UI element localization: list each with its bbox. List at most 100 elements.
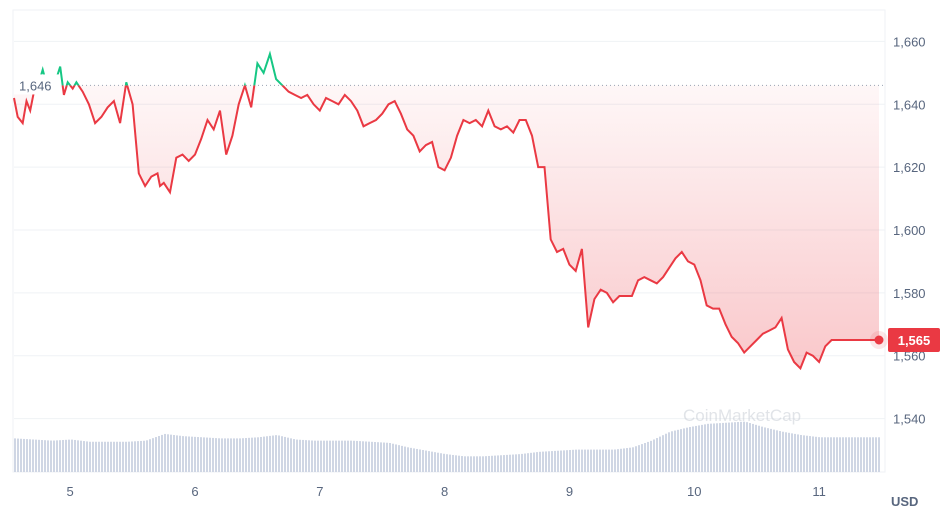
volume-bar — [320, 440, 322, 472]
volume-bar — [350, 440, 352, 472]
volume-bar — [170, 434, 172, 472]
volume-bar — [254, 437, 256, 472]
volume-bar — [758, 425, 760, 472]
volume-bar — [728, 422, 730, 472]
volume-bar — [671, 431, 673, 472]
volume-bar — [179, 435, 181, 472]
volume-bar — [161, 434, 163, 472]
watermark: CoinMarketCap — [683, 406, 801, 425]
volume-bar — [239, 438, 241, 472]
volume-bar — [308, 440, 310, 472]
volume-bar — [41, 440, 43, 472]
volume-bar — [824, 437, 826, 472]
volume-bar — [878, 437, 880, 472]
volume-bar — [578, 449, 580, 472]
volume-bar — [482, 456, 484, 472]
volume-bar — [602, 449, 604, 472]
volume-bar — [149, 439, 151, 472]
volume-bar — [845, 437, 847, 472]
volume-bar — [650, 440, 652, 472]
volume-bar — [35, 439, 37, 472]
volume-bar — [89, 441, 91, 472]
volume-bar — [128, 441, 130, 472]
volume-bar — [365, 441, 367, 472]
volume-bar — [470, 456, 472, 472]
volume-bar — [341, 440, 343, 472]
volume-bar — [560, 450, 562, 472]
volume-bar — [95, 441, 97, 472]
volume-bar — [851, 437, 853, 472]
volume-bar — [491, 455, 493, 472]
x-tick-label: 5 — [67, 484, 74, 499]
volume-bar — [833, 437, 835, 472]
volume-bar — [101, 441, 103, 472]
volume-bar — [704, 424, 706, 472]
volume-bar — [335, 440, 337, 472]
volume-bar — [83, 441, 85, 472]
volume-bar — [827, 437, 829, 472]
volume-bar — [245, 438, 247, 472]
volume-bar — [362, 441, 364, 472]
volume-bar — [761, 426, 763, 472]
volume-bar — [500, 455, 502, 472]
volume-bar — [821, 437, 823, 472]
volume-bar — [653, 439, 655, 472]
volume-bar — [503, 455, 505, 472]
y-tick-label: 1,640 — [893, 97, 926, 112]
volume-bar — [260, 436, 262, 472]
volume-bar — [278, 435, 280, 472]
volume-bar — [782, 431, 784, 472]
volume-bar — [692, 426, 694, 472]
volume-bar — [263, 436, 265, 472]
volume-bar — [812, 436, 814, 472]
volume-bar — [701, 424, 703, 472]
volume-bar — [92, 441, 94, 472]
volume-bar — [548, 451, 550, 472]
volume-bar — [572, 449, 574, 472]
volume-bar — [800, 434, 802, 472]
volume-bar — [656, 438, 658, 472]
volume-bar — [674, 430, 676, 472]
volume-bar — [257, 437, 259, 472]
volume-bar — [581, 449, 583, 472]
volume-bar — [299, 439, 301, 472]
volume-bar — [140, 440, 142, 472]
volume-bar — [431, 451, 433, 472]
volume-bar — [839, 437, 841, 472]
x-tick-label: 6 — [191, 484, 198, 499]
volume-bar — [686, 427, 688, 472]
volume-bar — [830, 437, 832, 472]
volume-bar — [638, 445, 640, 472]
volume-bar — [416, 448, 418, 472]
volume-bar — [194, 436, 196, 472]
volume-bar — [605, 449, 607, 472]
volume-bar — [374, 442, 376, 472]
volume-bar — [17, 438, 19, 472]
price-area-fill — [14, 85, 879, 369]
volume-bar — [584, 449, 586, 472]
volume-bar — [725, 422, 727, 472]
volume-bar — [767, 428, 769, 472]
current-price-dot — [874, 335, 884, 345]
volume-bar — [716, 423, 718, 472]
volume-bar — [662, 435, 664, 472]
volume-bar — [200, 437, 202, 472]
volume-bar — [113, 441, 115, 472]
volume-bar — [497, 455, 499, 472]
volume-bar — [152, 438, 154, 472]
volume-bar — [848, 437, 850, 472]
volume-bar — [647, 441, 649, 472]
volume-bar — [788, 432, 790, 472]
y-axis-ticks: 1,540 1,560 1,580 1,600 1,620 1,640 1,660 — [893, 34, 926, 426]
volume-bar — [791, 433, 793, 472]
volume-bar — [206, 437, 208, 472]
volume-bar — [683, 428, 685, 472]
volume-bar — [440, 453, 442, 472]
volume-bar — [599, 449, 601, 472]
volume-bar — [614, 449, 616, 472]
volume-bar — [173, 435, 175, 472]
volume-bar — [455, 455, 457, 472]
volume-bar — [443, 453, 445, 472]
volume-bar — [773, 429, 775, 472]
volume-bar — [479, 456, 481, 472]
